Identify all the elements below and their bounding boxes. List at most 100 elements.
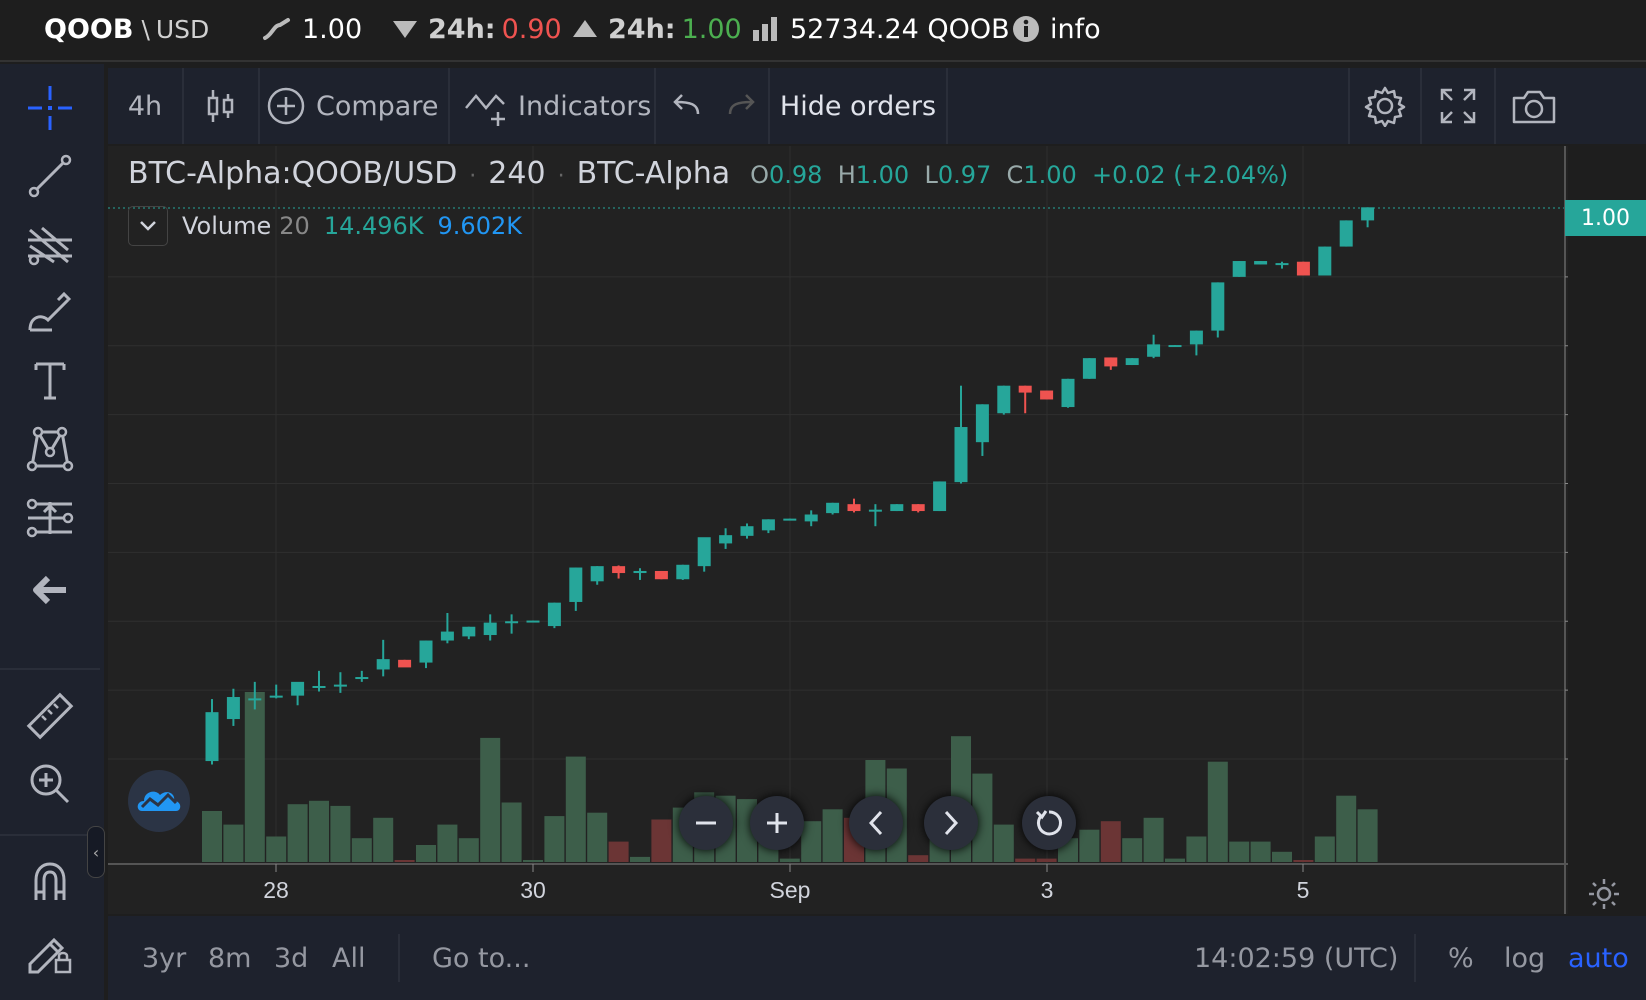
crosshair-tool[interactable] — [22, 80, 78, 136]
settings-button[interactable] — [1348, 68, 1422, 144]
low-value: 0.97 — [937, 161, 992, 189]
volume-bar — [908, 855, 929, 862]
volume-bar — [1272, 851, 1292, 862]
close-value: 1.00 — [1023, 161, 1077, 189]
compare-button[interactable]: Compare — [260, 68, 450, 144]
price-chart[interactable]: 0.900.800.700.600.500.400.300.20 28 30 Sep… — [108, 146, 1568, 914]
volume-ma-value: 9.602K — [437, 212, 522, 240]
legend-exchange: BTC-Alpha — [576, 156, 731, 191]
collapse-toolbar-button[interactable]: ‹ — [87, 826, 105, 878]
time-axis[interactable]: 28 30 Sep 3 5 — [263, 864, 1309, 903]
percent-scale-toggle[interactable]: % — [1448, 916, 1474, 1000]
time-tick-label: Sep — [770, 877, 811, 903]
candle-body — [1125, 358, 1139, 366]
plus-circle-icon — [267, 87, 305, 125]
candle-body — [333, 684, 347, 687]
volume-bar — [544, 816, 565, 862]
fullscreen-button[interactable] — [1422, 68, 1496, 144]
price-axis[interactable]: 0.900.800.700.600.500.400.300.20 — [1565, 264, 1568, 772]
candle-body — [868, 509, 882, 512]
candle-body — [975, 404, 989, 443]
chevron-left-icon — [868, 810, 883, 836]
lock-drawings-tool[interactable] — [22, 922, 78, 978]
candle-body — [269, 695, 283, 698]
volume-bar — [565, 756, 586, 862]
legend-interval: 240 — [488, 156, 546, 191]
candle-body — [376, 659, 390, 670]
pattern-icon — [26, 426, 74, 472]
volume-bar — [779, 858, 800, 862]
volume-bar — [972, 773, 993, 862]
range-all-button[interactable]: All — [332, 916, 365, 1000]
brush-tool[interactable] — [22, 284, 78, 340]
reset-chart-button[interactable] — [1022, 796, 1076, 850]
snapshot-button[interactable] — [1496, 68, 1572, 144]
volume-24h: 52734.24 QOOB — [752, 0, 1010, 58]
candle-body — [612, 566, 626, 574]
pattern-tool[interactable] — [22, 420, 78, 476]
scroll-right-button[interactable] — [924, 796, 978, 850]
auto-scale-toggle[interactable]: auto — [1568, 916, 1629, 1000]
low-24h-label: 24h: — [428, 13, 496, 45]
candle-body — [783, 518, 797, 521]
magnet-tool[interactable] — [22, 854, 78, 910]
bar-chart-icon — [752, 16, 780, 42]
range-3d-button[interactable]: 3d — [274, 916, 308, 1000]
candle-body — [312, 685, 326, 688]
magnet-icon — [34, 862, 66, 900]
open-label: O — [750, 161, 770, 189]
volume-bar — [373, 817, 394, 862]
volume-bar — [244, 692, 265, 862]
chart-style-button[interactable] — [184, 68, 260, 144]
fib-retracement-icon — [28, 226, 72, 266]
brand-logo[interactable] — [128, 770, 190, 832]
interval-selector[interactable]: 4h — [108, 68, 184, 144]
text-tool[interactable] — [22, 352, 78, 408]
fib-tool[interactable] — [22, 216, 78, 272]
goto-date-button[interactable]: Go to... — [432, 916, 530, 1000]
volume-bar — [1186, 836, 1207, 862]
volume-bar — [608, 841, 629, 862]
info-label: info — [1050, 13, 1101, 45]
info-link[interactable]: info — [1012, 0, 1101, 58]
undo-icon — [673, 94, 700, 115]
log-label: log — [1504, 942, 1546, 974]
legend-toggle-button[interactable] — [128, 206, 168, 246]
candle-body — [1168, 345, 1182, 348]
range-label: 3d — [274, 942, 309, 974]
volume-label: Volume — [182, 212, 272, 240]
candle-body — [462, 626, 476, 637]
trend-line-tool[interactable] — [22, 148, 78, 204]
indicators-button[interactable]: Indicators — [450, 68, 656, 144]
undo-button[interactable] — [656, 68, 716, 144]
zoom-in-button[interactable] — [750, 796, 804, 850]
candle-body — [226, 697, 240, 720]
pencil-lock-icon — [28, 937, 72, 974]
range-8m-button[interactable]: 8m — [208, 916, 251, 1000]
time-tick-label: 30 — [520, 877, 546, 903]
volume-bar — [266, 836, 287, 862]
goto-label: Go to... — [432, 942, 531, 974]
hide-orders-button[interactable]: Hide orders — [770, 68, 948, 144]
candlestick-plot[interactable]: 0.900.800.700.600.500.400.300.20 28 30 Sep… — [108, 146, 1568, 914]
remove-drawings-tool[interactable] — [22, 562, 78, 618]
axis-settings-button[interactable] — [1586, 876, 1622, 916]
log-scale-toggle[interactable]: log — [1504, 916, 1545, 1000]
candle-body — [1296, 261, 1310, 276]
volume-bar — [480, 737, 501, 862]
plus-icon — [767, 813, 787, 833]
range-3yr-button[interactable]: 3yr — [142, 916, 186, 1000]
chevron-right-icon — [944, 810, 959, 836]
volume-bar — [1015, 858, 1036, 862]
prediction-tool[interactable] — [22, 490, 78, 546]
clock[interactable]: 14:02:59 (UTC) — [1194, 916, 1398, 1000]
scroll-left-button[interactable] — [849, 796, 903, 850]
candle-body — [1339, 220, 1353, 247]
volume-bar — [1293, 860, 1314, 862]
measure-tool[interactable] — [22, 688, 78, 744]
time-tick-label: 28 — [263, 877, 289, 903]
zoom-out-button[interactable] — [679, 796, 733, 850]
redo-button[interactable] — [716, 68, 770, 144]
volume-bar — [351, 838, 372, 862]
zoom-in-tool[interactable] — [22, 756, 78, 812]
